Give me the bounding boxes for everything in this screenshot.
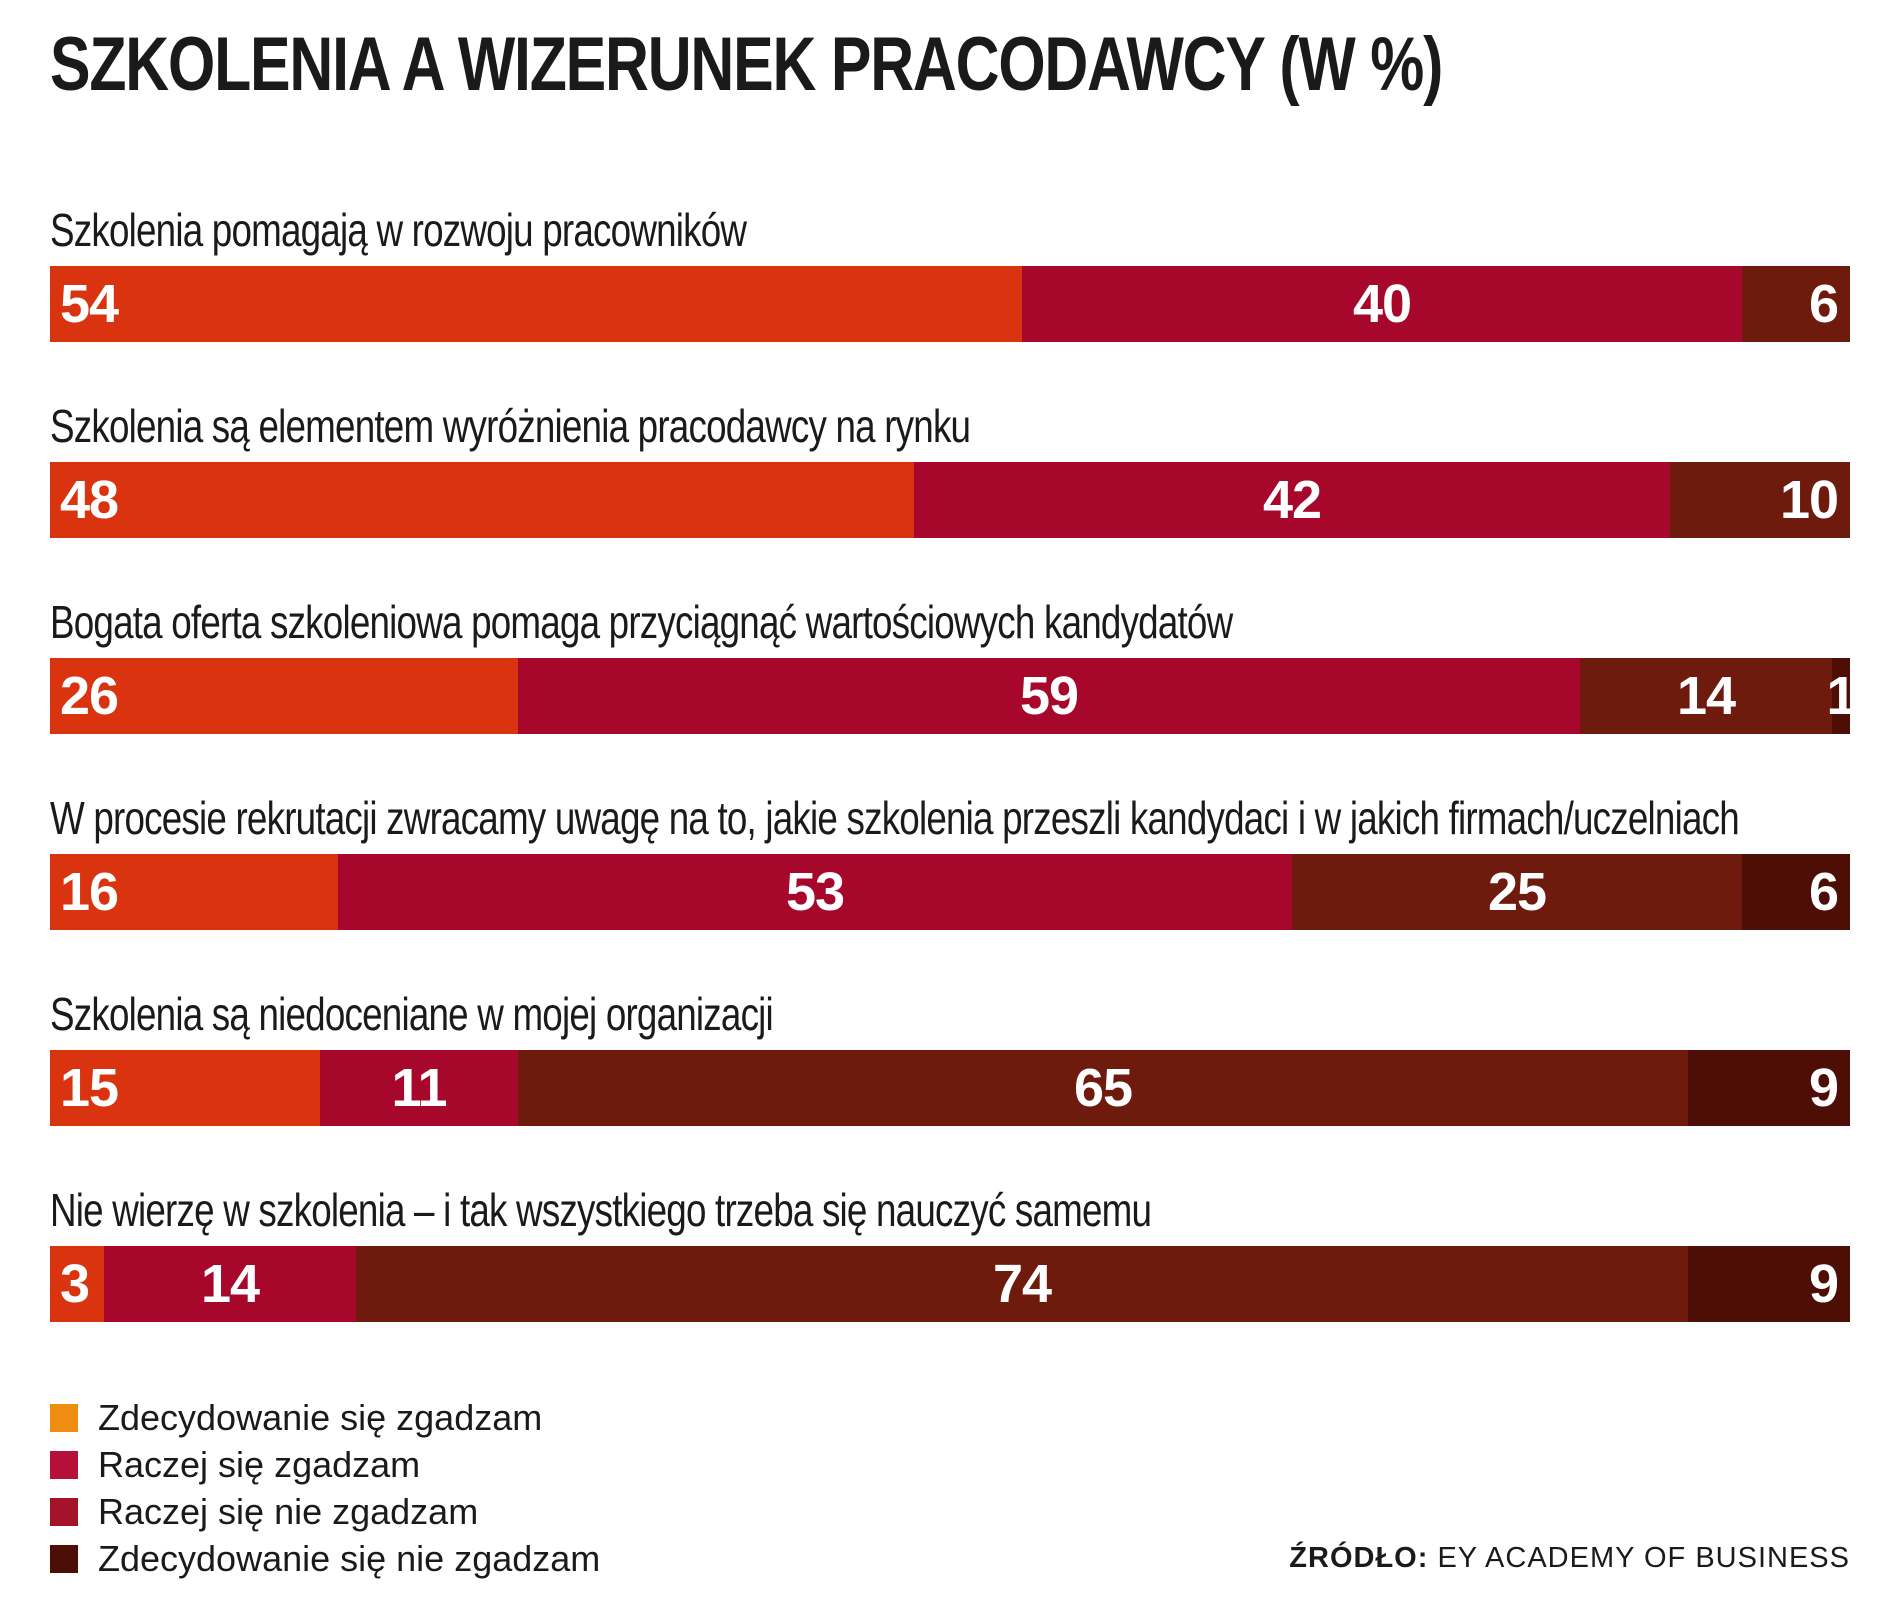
- legend-swatch: [50, 1404, 78, 1432]
- data-label: 59: [1020, 666, 1079, 726]
- source-value: EY ACADEMY OF BUSINESS: [1437, 1542, 1850, 1574]
- category-label: Nie wierzę w szkolenia – i tak wszystkie…: [50, 1184, 1152, 1236]
- bar-segment: 25: [1292, 854, 1742, 930]
- data-label: 16: [60, 862, 119, 922]
- legend-label: Zdecydowanie się zgadzam: [98, 1397, 543, 1438]
- bar-segment: 74: [356, 1246, 1688, 1322]
- bar-row: W procesie rekrutacji zwracamy uwagę na …: [50, 788, 1850, 948]
- data-label: 1: [1826, 666, 1857, 726]
- bar-segment: 9: [1688, 1246, 1850, 1322]
- bar-row: Nie wierzę w szkolenia – i tak wszystkie…: [50, 1180, 1850, 1340]
- bar-row: Szkolenia pomagają w rozwoju pracowników…: [50, 200, 1850, 360]
- bar-segment: 40: [1022, 266, 1742, 342]
- bar-segment: 9: [1688, 1050, 1850, 1126]
- data-label: 65: [1074, 1058, 1133, 1118]
- data-label: 25: [1488, 862, 1547, 922]
- bar-segment: 1: [1827, 658, 1857, 734]
- data-label: 54: [60, 274, 119, 334]
- data-label: 6: [1809, 274, 1839, 334]
- data-label: 10: [1780, 470, 1839, 530]
- stacked-bar: 26 59 14 1: [50, 658, 1857, 734]
- bar-segment: 6: [1742, 854, 1850, 930]
- category-label: Szkolenia są elementem wyróżnienia praco…: [50, 400, 971, 452]
- bar-row: Szkolenia są niedoceniane w mojej organi…: [50, 984, 1850, 1144]
- data-label: 9: [1809, 1254, 1839, 1314]
- data-label: 48: [60, 470, 119, 530]
- stacked-bar: 16 53 25 6: [50, 854, 1850, 930]
- bar-segment: 16: [50, 854, 338, 930]
- legend-swatch: [50, 1498, 78, 1526]
- bar-segment: 59: [518, 658, 1580, 734]
- category-label: Szkolenia pomagają w rozwoju pracowników: [50, 204, 747, 256]
- data-label: 74: [993, 1254, 1052, 1314]
- data-label: 26: [60, 666, 119, 726]
- bar-segment: 48: [50, 462, 914, 538]
- data-label: 40: [1353, 274, 1412, 334]
- chart-title: SZKOLENIA A WIZERUNEK PRACODAWCY (W %): [50, 22, 1443, 107]
- bar-segment: 54: [50, 266, 1022, 342]
- legend-swatch: [50, 1451, 78, 1479]
- bar-row: Szkolenia są elementem wyróżnienia praco…: [50, 396, 1850, 556]
- data-label: 42: [1263, 470, 1322, 530]
- stacked-bar: 15 11 65 9: [50, 1050, 1850, 1126]
- stacked-bar: 54 40 6: [50, 266, 1850, 342]
- data-label: 14: [1677, 666, 1736, 726]
- stacked-bar: 48 42 10: [50, 462, 1850, 538]
- source-key: ŹRÓDŁO:: [1289, 1542, 1429, 1574]
- bar-segment: 14: [104, 1246, 356, 1322]
- bar-segment: 14: [1580, 658, 1832, 734]
- category-label: Szkolenia są niedoceniane w mojej organi…: [50, 988, 774, 1040]
- data-label: 6: [1809, 862, 1839, 922]
- bar-segment: 3: [50, 1246, 104, 1322]
- data-label: 53: [786, 862, 845, 922]
- data-label: 11: [391, 1058, 448, 1118]
- category-label: W procesie rekrutacji zwracamy uwagę na …: [50, 792, 1740, 844]
- bar-row: Bogata oferta szkoleniowa pomaga przycią…: [50, 592, 1857, 752]
- legend-label: Zdecydowanie się nie zgadzam: [98, 1538, 601, 1579]
- stacked-bar: 3 14 74 9: [50, 1246, 1850, 1322]
- data-label: 3: [60, 1254, 90, 1314]
- bar-segment: 11: [320, 1050, 518, 1126]
- source-note: ŹRÓDŁO: EY ACADEMY OF BUSINESS: [1289, 1540, 1850, 1576]
- bar-segment: 6: [1742, 266, 1850, 342]
- data-label: 14: [201, 1254, 260, 1314]
- category-label: Bogata oferta szkoleniowa pomaga przycią…: [50, 596, 1233, 648]
- bar-segment: 65: [518, 1050, 1688, 1126]
- bar-segment: 15: [50, 1050, 320, 1126]
- legend-label: Raczej się zgadzam: [98, 1444, 421, 1485]
- bar-segment: 26: [50, 658, 518, 734]
- bar-segment: 53: [338, 854, 1292, 930]
- data-label: 15: [60, 1058, 119, 1118]
- bar-segment: 10: [1670, 462, 1850, 538]
- legend-label: Raczej się nie zgadzam: [98, 1491, 479, 1532]
- data-label: 9: [1809, 1058, 1839, 1118]
- bar-segment: 42: [914, 462, 1670, 538]
- legend-swatch: [50, 1545, 78, 1573]
